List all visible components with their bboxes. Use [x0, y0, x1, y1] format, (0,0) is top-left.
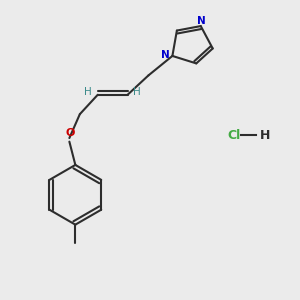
- Text: H: H: [84, 87, 92, 97]
- Text: O: O: [65, 128, 75, 138]
- Text: Cl: Cl: [227, 129, 240, 142]
- Text: H: H: [260, 129, 270, 142]
- Text: N: N: [197, 16, 206, 26]
- Text: N: N: [161, 50, 170, 60]
- Text: H: H: [133, 87, 141, 97]
